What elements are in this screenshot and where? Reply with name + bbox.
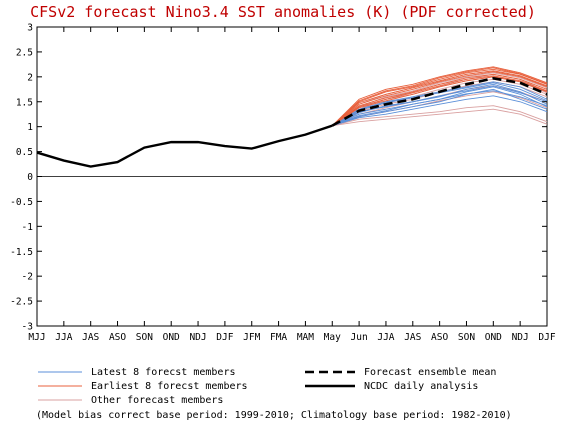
forecast-member-line <box>332 90 548 127</box>
y-tick-label: 1 <box>27 122 33 133</box>
x-tick-label: SON <box>458 332 475 343</box>
x-tick-label: NDJ <box>512 332 529 343</box>
legend-label-other: Other forecast members <box>91 395 223 406</box>
legend: Latest 8 forecst members Earliest 8 fore… <box>38 367 496 406</box>
x-tick-label: ASO <box>109 332 126 343</box>
forecast-member-line <box>332 88 548 127</box>
legend-label-latest: Latest 8 forecst members <box>91 367 236 378</box>
x-tick-label: JJA <box>55 332 72 343</box>
x-axis: MJJ JJA JAS ASO SON OND NDJ DJF JFM FMA MAM May Jun J… <box>28 27 556 343</box>
x-tick-label: FMA <box>270 332 287 343</box>
x-tick-label: OND <box>163 332 180 343</box>
forecast-member-line <box>331 66 548 126</box>
y-tick-label: 2 <box>27 72 33 83</box>
forecast-member-line <box>331 71 548 127</box>
forecast-members <box>331 66 548 127</box>
x-tick-label: NDJ <box>189 332 206 343</box>
forecast-member-line <box>331 70 548 127</box>
plot-area <box>36 26 548 327</box>
y-tick-label: -3 <box>22 322 33 333</box>
x-tick-label: JFM <box>243 332 260 343</box>
x-tick-label: DJF <box>538 332 555 343</box>
y-tick-label: 2.5 <box>16 47 33 58</box>
forecast-member-line <box>331 67 548 126</box>
x-tick-label: MJJ <box>28 332 45 343</box>
x-tick-label: DJF <box>216 332 233 343</box>
forecast-member-line <box>332 108 548 127</box>
y-tick-label: -1 <box>22 222 34 233</box>
x-tick-label: ASO <box>431 332 448 343</box>
forecast-member-line <box>332 105 548 127</box>
y-tick-label: -1.5 <box>10 247 33 258</box>
y-tick-label: -2 <box>22 272 33 283</box>
x-tick-label: JAS <box>404 332 421 343</box>
x-tick-label: May <box>324 332 341 343</box>
legend-label-ncdc: NCDC daily analysis <box>364 381 478 392</box>
forecast-member-line <box>331 73 548 127</box>
y-tick-label: 1.5 <box>16 97 33 108</box>
forecast-member-line <box>332 85 548 127</box>
forecast-member-line <box>331 68 548 127</box>
x-tick-label: JAS <box>82 332 99 343</box>
legend-label-mean: Forecast ensemble mean <box>364 367 496 378</box>
footnote: (Model bias correct base period: 1999-20… <box>36 410 512 421</box>
x-tick-label: JJA <box>377 332 394 343</box>
forecast-member-line <box>332 95 548 127</box>
x-tick-label: OND <box>485 332 502 343</box>
x-tick-label: MAM <box>297 332 314 343</box>
forecast-member-line <box>332 75 548 127</box>
y-tick-label: 3 <box>27 23 33 34</box>
y-axis: -3 -2.5 -2 -1.5 -1 -0.5 0 0.5 1 1.5 2 2.5 3 <box>10 23 547 333</box>
ncdc-observed-line <box>36 124 333 168</box>
chart-title: CFSv2 forecast Nino3.4 SST anomalies (K)… <box>30 3 536 21</box>
y-tick-label: 0 <box>27 172 33 183</box>
x-tick-label: Jun <box>351 332 368 343</box>
y-tick-label: -2.5 <box>10 297 33 308</box>
y-tick-label: 0.5 <box>16 147 33 158</box>
y-tick-label: -0.5 <box>10 197 33 208</box>
ensemble-mean-line <box>331 77 548 127</box>
x-tick-label: SON <box>136 332 153 343</box>
legend-label-earliest: Earliest 8 forecst members <box>91 381 248 392</box>
